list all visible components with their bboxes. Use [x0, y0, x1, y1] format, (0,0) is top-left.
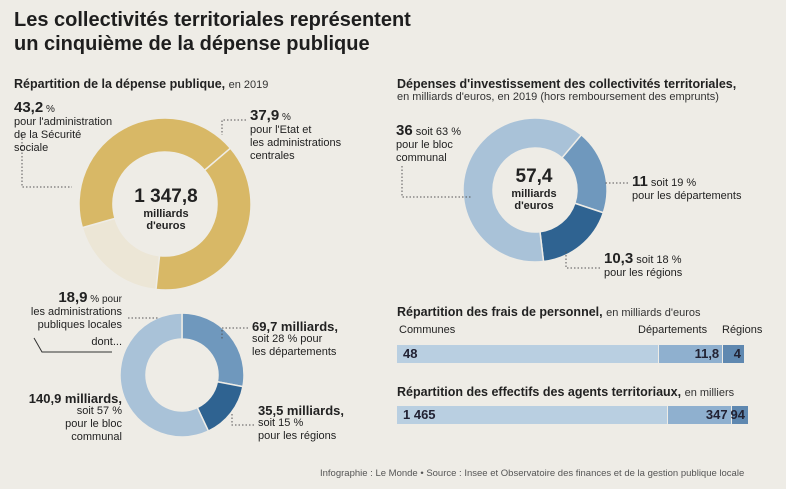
- donut3-unit1: milliards: [511, 188, 557, 200]
- etat-line3: centrales: [250, 150, 295, 162]
- label-d3-regions: 10,3 soit 18 % pour les régions: [604, 250, 683, 280]
- d2-regions-line3: pour les régions: [258, 430, 337, 442]
- d3-communal-line3: communal: [396, 152, 447, 164]
- chart1-title-text: Répartition de la dépense publique,: [14, 77, 226, 91]
- donut2-slice-0: [181, 312, 245, 388]
- d3-depts-line2: pour les départements: [632, 190, 742, 202]
- leader-d3-communal: [401, 166, 472, 198]
- chart3-title: Dépenses d'investissement des collectivi…: [397, 77, 736, 103]
- donut3-center: 57,4 milliards d'euros: [494, 166, 574, 212]
- bar1-segment-0: [397, 345, 658, 363]
- etat-line2: les administrations: [250, 137, 342, 149]
- footer-source: Infographie : Le Monde • Source : Insee …: [320, 468, 745, 479]
- donut1-total: 1 347,8: [134, 186, 198, 207]
- label-d3-depts: 11 soit 19 % pour les départements: [632, 173, 742, 203]
- bar2-segment-0: [397, 406, 667, 424]
- bar1-header-communes: Communes: [399, 324, 456, 336]
- secu-line3: sociale: [14, 142, 49, 154]
- d3-depts-value: 11: [632, 173, 648, 190]
- d2-communal-line2: soit 57 %: [76, 405, 122, 417]
- bar2-segment-2: [731, 406, 748, 424]
- d2-depts-line2: soit 28 % pour: [252, 333, 323, 345]
- d2-regions-line1: 35,5 milliards,: [258, 403, 344, 418]
- d3-communal-line2: pour le bloc: [396, 139, 453, 151]
- chart3-subtitle: en milliards d'euros, en 2019 (hors remb…: [397, 91, 719, 103]
- bar1-title: Répartition des frais de personnel, en m…: [397, 305, 701, 319]
- d3-regions-value: 10,3: [604, 250, 634, 267]
- bar1-segment-2: [723, 345, 744, 363]
- bar1-value-1: 11,8: [694, 346, 720, 361]
- donut2-slice-2: [119, 312, 210, 438]
- leader-d2-regions: [231, 412, 254, 426]
- leader-d3-regions: [565, 250, 600, 269]
- d3-communal-pct: soit 63 %: [412, 126, 461, 138]
- bar1-value-2: 4: [733, 346, 741, 361]
- bar1-title-suffix: en milliards d'euros: [606, 307, 701, 319]
- d3-regions-line2: pour les régions: [604, 267, 683, 279]
- label-etat: 37,9 % pour l'Etat et les administration…: [250, 107, 342, 163]
- label-secu: 43,2 % pour l'administration de la Sécur…: [14, 99, 113, 155]
- label-d2-communal: 140,9 milliards, soit 57 % pour le bloc …: [14, 392, 122, 444]
- donut1-unit1: milliards: [143, 208, 189, 220]
- secu-pct: %: [43, 104, 55, 115]
- donut3-total: 57,4: [515, 166, 553, 187]
- apul-value: 18,9: [58, 289, 88, 306]
- donut3-slice-2: [462, 117, 583, 263]
- bar2-title: Répartition des effectifs des agents ter…: [397, 385, 734, 399]
- etat-pct: %: [279, 112, 291, 123]
- d3-depts-pct: soit 19 %: [647, 177, 697, 189]
- d2-communal-line3: pour le bloc: [65, 418, 122, 430]
- leader-d2-depts: [221, 327, 248, 340]
- apul-line2: publiques locales: [37, 319, 122, 331]
- donut1-unit2: d'euros: [146, 220, 186, 232]
- chart1-title-suffix: en 2019: [228, 79, 269, 91]
- d2-depts-line3: les départements: [252, 346, 337, 358]
- chart1-title: Répartition de la dépense publique, en 2…: [14, 77, 268, 91]
- leader-etat: [221, 119, 246, 135]
- label-apul: 18,9 % pour les administrations publique…: [14, 289, 122, 349]
- d2-communal-line4: communal: [71, 431, 122, 443]
- title-line-2: un cinquième de la dépense publique: [14, 33, 370, 55]
- donut3-unit2: d'euros: [514, 200, 554, 212]
- secu-line1: pour l'administration: [14, 116, 113, 128]
- leader-secu: [21, 135, 72, 188]
- label-d2-regions: 35,5 milliards, soit 15 % pour les régio…: [258, 404, 344, 443]
- apul-bracket: [33, 337, 112, 353]
- bar2-segment-1: [667, 406, 731, 424]
- donut1-center: 1 347,8 milliards d'euros: [120, 186, 212, 232]
- apul-dont: dont...: [91, 336, 122, 348]
- bar2-value-2: 94: [730, 407, 745, 422]
- label-d2-depts: 69,7 milliards, soit 28 % pour les dépar…: [252, 320, 338, 359]
- bar1-header-departements: Départements: [638, 324, 708, 336]
- chart3-title-text: Dépenses d'investissement des collectivi…: [397, 77, 737, 91]
- etat-value: 37,9: [250, 107, 280, 124]
- d3-regions-pct: soit 18 %: [633, 254, 682, 266]
- secu-line2: de la Sécurité: [14, 129, 82, 141]
- donut1-slice-1: [78, 117, 232, 229]
- bar2-value-0: 1 465: [403, 407, 436, 422]
- bar1-header-regions: Régions: [722, 324, 763, 336]
- secu-value: 43,2: [14, 99, 44, 116]
- apul-line1: les administrations: [30, 306, 122, 318]
- bar1-segment-1: [658, 345, 723, 363]
- d2-communal-line1: 140,9 milliards,: [28, 391, 122, 406]
- d2-regions-line2: soit 15 %: [258, 417, 304, 429]
- apul-pct: % pour: [87, 294, 122, 305]
- etat-line1: pour l'Etat et: [250, 124, 312, 136]
- bar2-title-text: Répartition des effectifs des agents ter…: [397, 385, 682, 399]
- bar1-value-0: 48: [403, 346, 418, 361]
- d2-depts-line1: 69,7 milliards,: [252, 319, 338, 334]
- donut1-slice-2: [155, 147, 252, 291]
- bar2-value-1: 347: [705, 407, 728, 422]
- label-d3-communal: 36 soit 63 % pour le bloc communal: [396, 122, 461, 165]
- bar1-title-text: Répartition des frais de personnel,: [397, 305, 603, 319]
- bar2-title-suffix: en milliers: [684, 387, 735, 399]
- title-line-1: Les collectivités territoriales représen…: [14, 9, 411, 31]
- d3-communal-value: 36: [396, 122, 413, 139]
- page-title: Les collectivités territoriales représen…: [14, 8, 411, 56]
